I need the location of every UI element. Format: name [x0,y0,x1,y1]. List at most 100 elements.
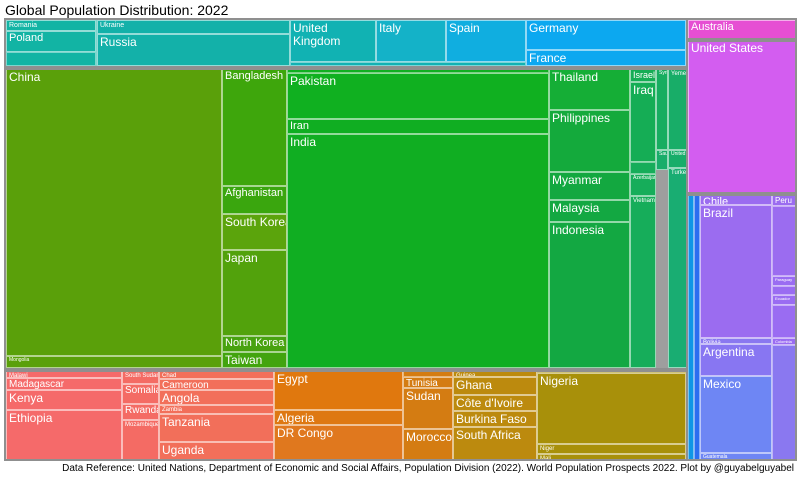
tile-label-russia: Russia [100,35,137,49]
tile-label-france: France [529,51,567,65]
tile-guatemala: Guatemala [700,453,772,461]
tile-label-ethiopia: Ethiopia [9,411,53,425]
tile-kenya: Kenya [6,390,122,410]
tile-label-india: India [290,135,317,149]
tile-taiwan: Taiwan [222,352,287,368]
tile-romania: Romania [6,20,96,31]
tile-label-italy: Italy [379,21,402,35]
tile-label-ecuador: Ecuador [775,296,790,301]
tile-israel: Israel [630,69,656,82]
tile-label-ukraine: Ukraine [100,22,125,29]
tile-mongolia: Mongolia [6,356,222,368]
tile-zambia: Zambia [159,405,274,414]
tile-malaysia: Malaysia [549,200,630,222]
tile-indonesia: Indonesia [549,222,630,368]
tile-label-spain: Spain [449,21,480,35]
tile-madagascar: Madagascar [6,378,122,390]
tile-label-mali: Mali [540,456,552,461]
tile-label-bolivia: Bolivia [703,340,721,344]
tile-united-states: United States [688,40,797,193]
tile-angola: Angola [159,390,274,405]
tile-label-israel: Israel [633,70,656,80]
tile-nigeria: Nigeria [537,373,686,444]
tile-label-north-korea: North Korea [225,337,285,349]
tile-germany: Germany [526,20,686,50]
treemap-fill-strip [630,162,656,174]
tile-label-iraq: Iraq [633,83,654,97]
tile-russia: Russia [97,34,290,66]
tile-label-niger: Niger [540,446,555,452]
tile-label-kenya: Kenya [9,391,44,405]
tile-japan: Japan [222,250,287,336]
tile-bangladesh: Bangladesh [222,69,287,186]
tile-burkina-faso: Burkina Faso [453,411,537,427]
tile-label-poland: Poland [9,32,44,44]
tile-label-morocco: Morocco [406,430,453,444]
tile-cote-d-ivoire: Côte d'Ivoire [453,395,537,411]
tile-label-burkina-faso: Burkina Faso [456,412,527,426]
tile-label-japan: Japan [225,251,258,265]
tile-label-united-arab-emirates: United Arab Emirates [671,151,687,157]
tile-label-australia: Australia [691,21,734,33]
tile-label-saudi-arabia: Saudi Arabia [659,151,668,157]
tile-syria: Syria [656,69,668,150]
tile-label-united-states: United States [691,41,764,55]
tile-poland: Poland [6,31,96,52]
tile-label-rwanda: Rwanda [125,405,159,416]
tile-azerbaijan: Azerbaijan [630,174,656,196]
tile-label-mozambique: Mozambique [125,422,159,428]
tile-dr-congo: DR Congo [274,425,403,461]
tile-egypt: Egypt [274,371,403,410]
tile-label-chile: Chile [703,196,729,205]
tile-label-brazil: Brazil [703,206,734,220]
tile-tunisia: Tunisia [403,377,453,388]
tile-label-somalia: Somalia [125,385,159,396]
tile-saudi-arabia: Saudi Arabia [656,150,668,170]
tile-chad: Chad [159,371,274,379]
treemap: Romania Poland Ukraine Russia United Kingdom… [4,18,797,461]
tile-sudan: Sudan [403,388,453,429]
tile-myanmar: Myanmar [549,172,630,200]
tile-label-guinea: Guinea [456,373,476,377]
tile-tanzania: Tanzania [159,414,274,442]
tile-label-indonesia: Indonesia [552,223,605,237]
tile-label-germany: Germany [529,21,579,35]
tile-label-dr-congo: DR Congo [277,426,334,440]
tile-label-colombia: Colombia [775,339,792,344]
tile-iraq: Iraq [630,82,656,162]
tile-label-peru: Peru [775,196,792,205]
treemap-fill-strip [772,305,797,338]
tile-label-nigeria: Nigeria [540,374,579,388]
tile-italy: Italy [376,20,446,62]
tile-australia: Australia [688,20,797,40]
tile-label-azerbaijan: Azerbaijan [633,175,656,181]
tile-cameroon: Cameroon [159,379,274,390]
tile-label-taiwan: Taiwan [225,353,263,367]
tile-algeria: Algeria [274,410,403,425]
tile-label-chad: Chad [162,373,177,379]
tile-afghanistan: Afghanistan [222,186,287,214]
tile-mexico: Mexico [700,376,772,453]
tile-mali: Mali [537,454,686,461]
tile-label-malaysia: Malaysia [552,201,600,215]
tile-label-iran: Iran [290,120,309,132]
tile-brazil: Brazil [700,205,772,338]
treemap-fill-strip [772,345,797,461]
tile-ecuador: Ecuador [772,295,797,305]
tile-peru: Peru [772,195,797,206]
tile-label-pakistan: Pakistan [290,74,337,88]
tile-label-bangladesh: Bangladesh [225,70,284,82]
tile-label-angola: Angola [162,391,200,405]
tile-label-china: China [9,70,41,84]
tile-yemen: Yemen [668,69,688,150]
chart-caption: Data Reference: United Nations, Departme… [62,463,794,474]
tile-ethiopia: Ethiopia [6,410,122,461]
tile-south-korea: South Korea [222,214,287,250]
tile-pakistan: Pakistan [287,73,549,119]
tile-label-south-korea: South Korea [225,215,287,229]
tile-label-mexico: Mexico [703,377,742,391]
tile-morocco: Morocco [403,429,453,461]
tile-label-afghanistan: Afghanistan [225,187,284,199]
tile-label-tunisia: Tunisia [406,378,438,388]
tile-china: China [6,69,222,356]
